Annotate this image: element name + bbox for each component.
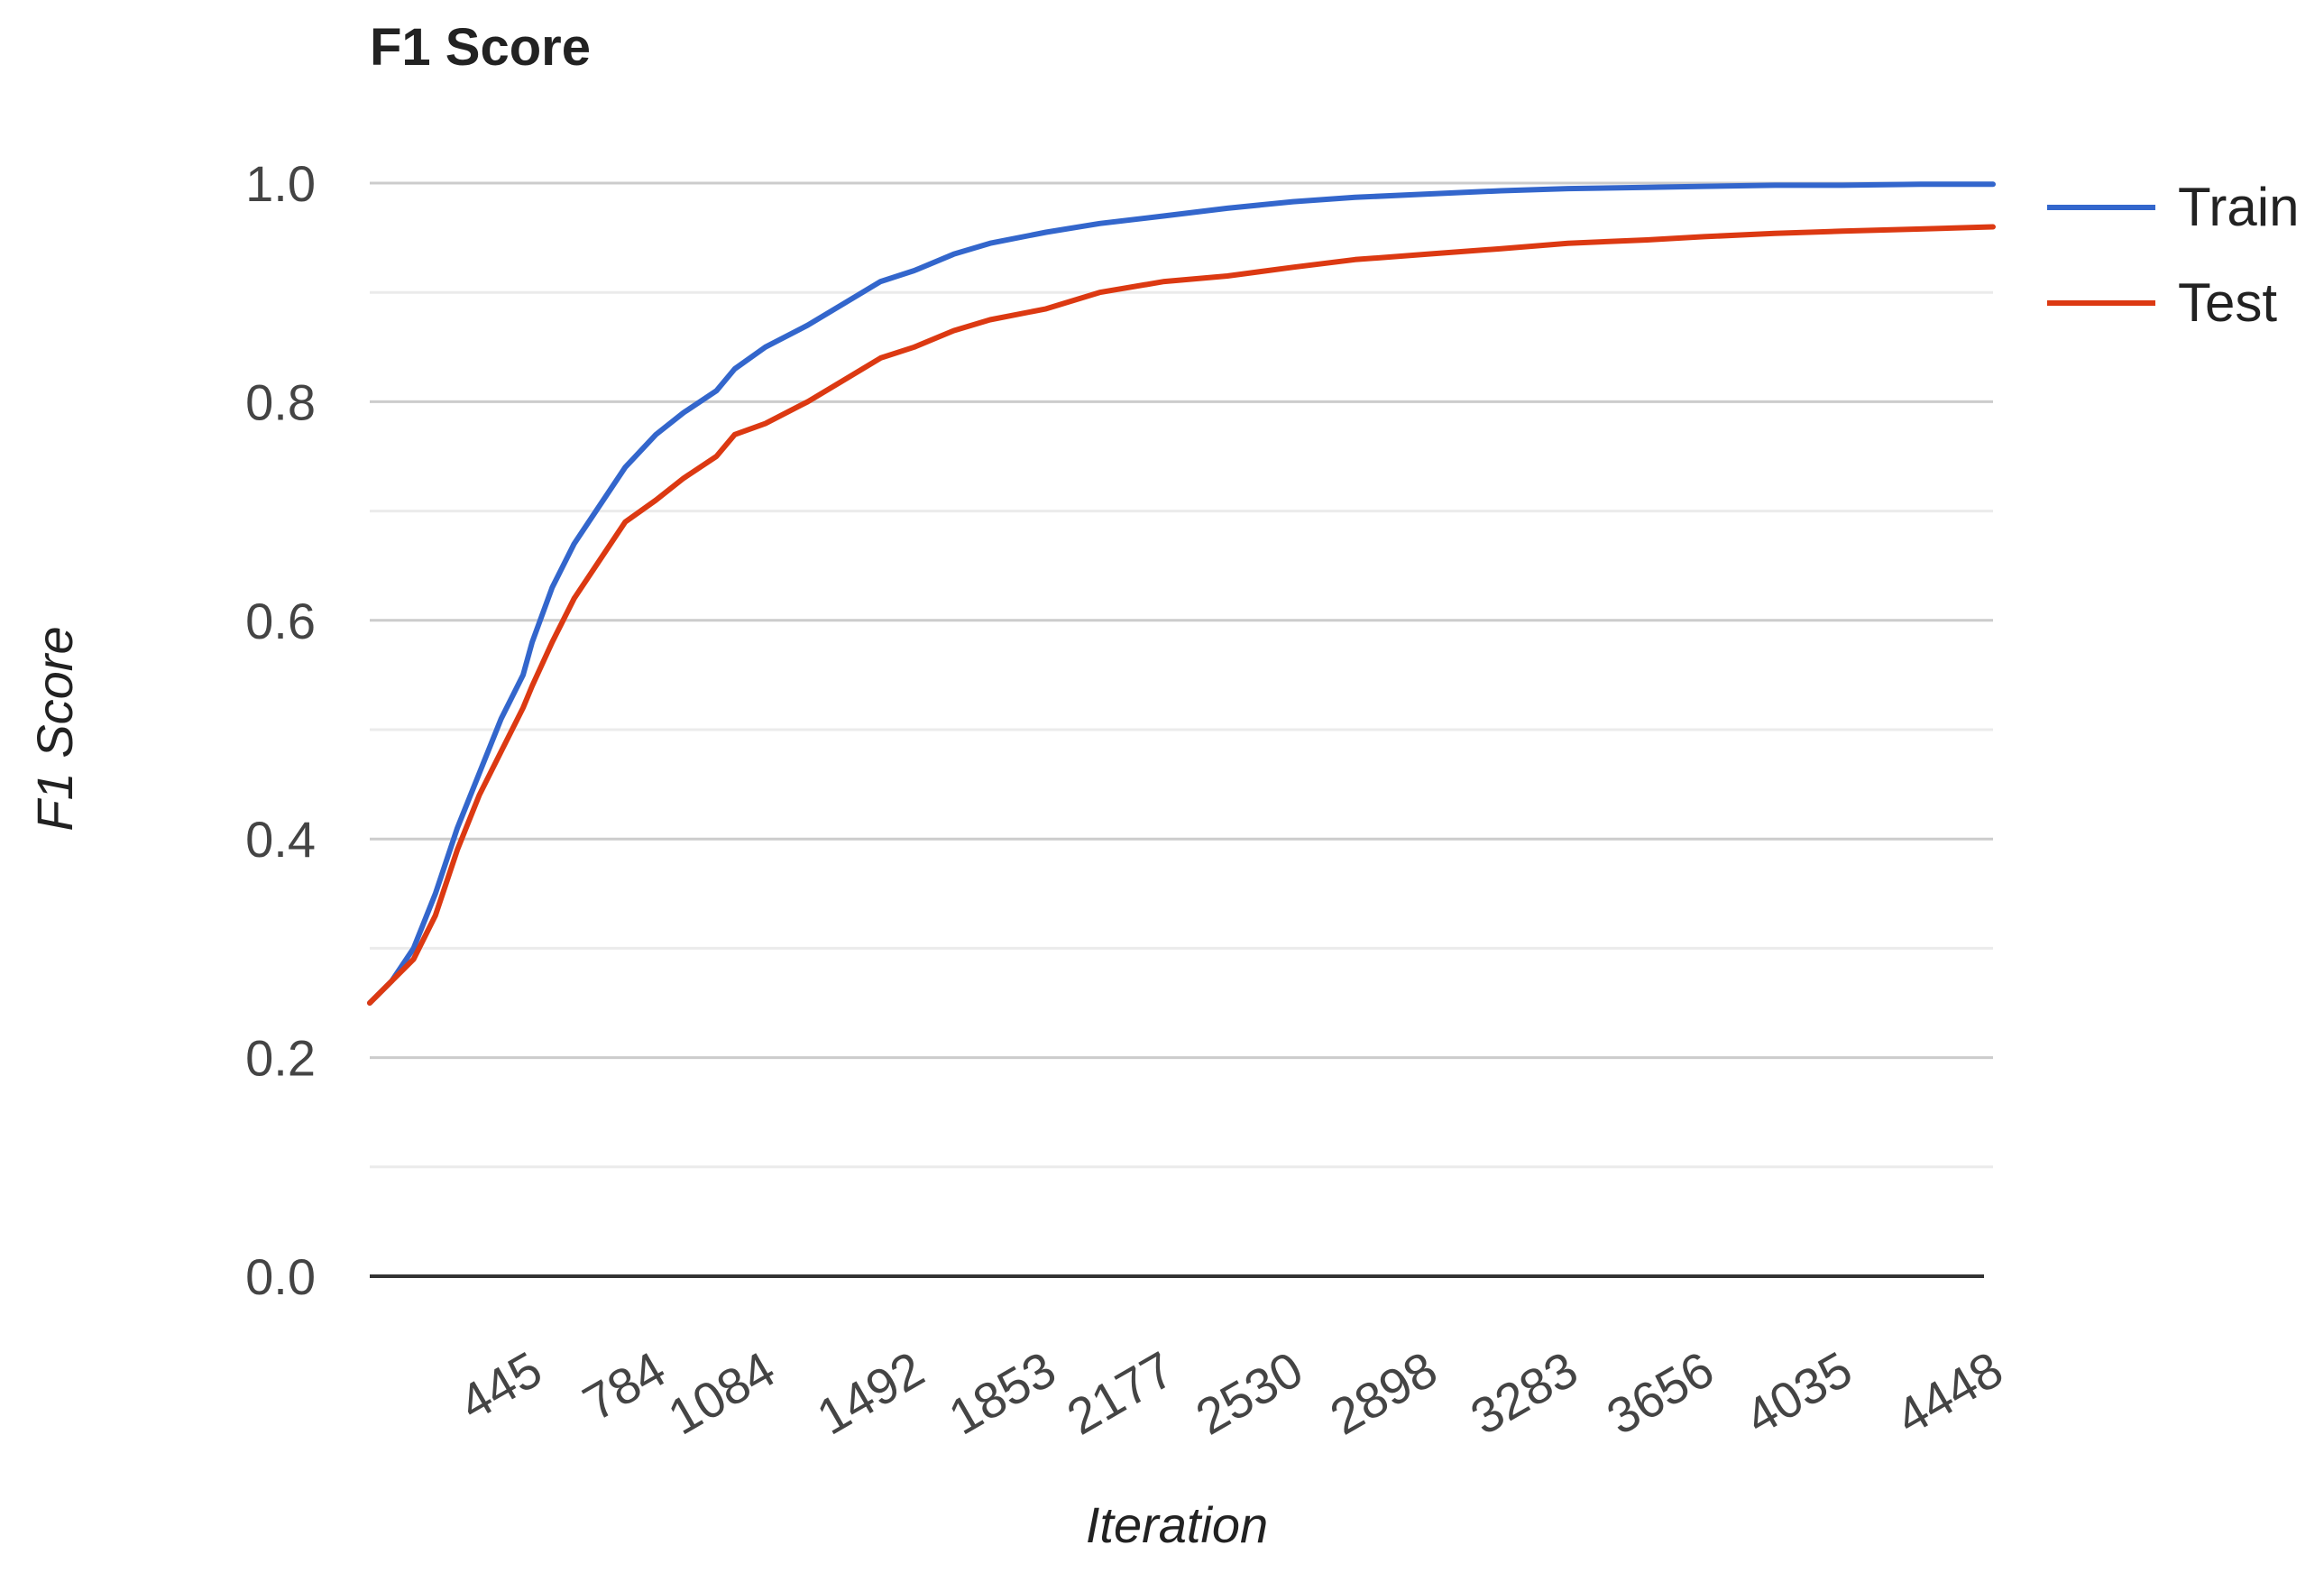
x-tick-label: 4035	[1735, 1340, 1860, 1446]
series-lines	[367, 181, 1996, 1006]
y-tick-label: 0.2	[245, 1030, 316, 1087]
x-tick-label: 445	[450, 1340, 551, 1431]
legend-item-test[interactable]: Test	[2047, 272, 2277, 333]
y-tick-label: 0.8	[245, 373, 316, 430]
x-axis-title: Iteration	[1086, 1496, 1268, 1553]
legend-label-test: Test	[2178, 272, 2277, 333]
x-tick-label: 784	[574, 1340, 675, 1431]
legend-label-train: Train	[2178, 177, 2299, 237]
x-tick-label: 4448	[1887, 1340, 2012, 1446]
y-axis-ticks: 0.0 0.2 0.4 0.6 0.8 1.0	[245, 155, 316, 1305]
series-line-test	[367, 224, 1996, 1006]
x-tick-label: 2898	[1320, 1340, 1446, 1446]
x-tick-label: 1492	[807, 1340, 932, 1446]
x-tick-label: 2530	[1186, 1340, 1311, 1446]
x-tick-label: 2177	[1058, 1340, 1183, 1446]
y-tick-label: 1.0	[245, 155, 316, 212]
legend-item-train[interactable]: Train	[2047, 177, 2299, 237]
legend: Train Test	[2047, 177, 2299, 333]
x-tick-label: 1853	[939, 1340, 1064, 1446]
chart-title: F1 Score	[370, 18, 591, 77]
y-axis-title: F1 Score	[26, 626, 83, 831]
series-line-train	[367, 181, 1996, 1006]
y-tick-label: 0.4	[245, 811, 316, 868]
x-tick-label: 3283	[1461, 1340, 1586, 1446]
x-tick-label: 3656	[1597, 1340, 1722, 1446]
y-tick-label: 0.0	[245, 1248, 316, 1305]
y-tick-label: 0.6	[245, 593, 316, 649]
x-tick-label: 1084	[658, 1340, 784, 1446]
gridlines	[370, 181, 1993, 1169]
